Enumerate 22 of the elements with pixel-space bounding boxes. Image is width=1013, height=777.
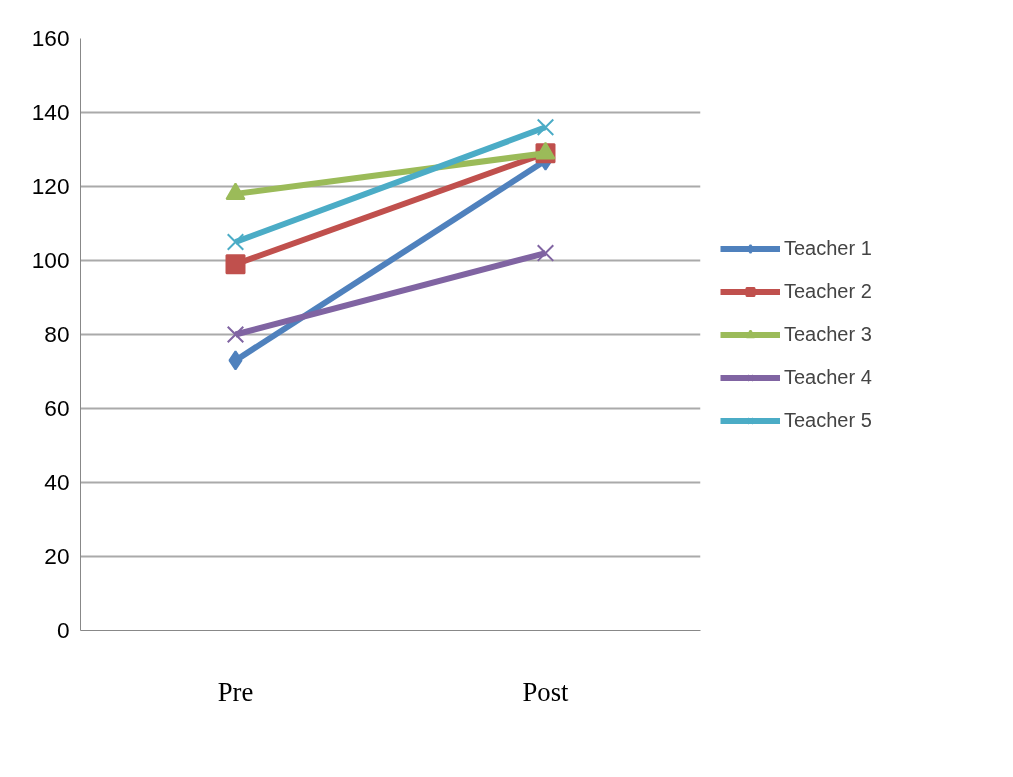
point [536, 244, 555, 262]
point [228, 350, 243, 371]
y-tick-label: 160 [31, 25, 70, 51]
point [226, 325, 245, 344]
x-tick-label: Pre [217, 676, 254, 707]
y-tick-label: 40 [44, 469, 70, 495]
legend-label: Teacher 5 [784, 408, 872, 432]
point [536, 118, 555, 137]
legend-label: Teacher 1 [784, 236, 872, 260]
x-tick-label: Post [522, 676, 570, 707]
y-tick-label: 80 [44, 321, 70, 347]
legend-label: Teacher 3 [784, 322, 872, 346]
y-tick-label: 120 [31, 173, 70, 199]
y-tick-label: 100 [31, 247, 70, 273]
legend-label: Teacher 2 [784, 279, 872, 303]
point [225, 254, 246, 275]
y-tick-label: 20 [44, 543, 70, 569]
y-tick-label: 0 [56, 617, 70, 643]
point [226, 233, 245, 251]
y-tick-label: 60 [44, 395, 70, 421]
y-tick-label: 140 [31, 99, 70, 125]
legend-label: Teacher 4 [784, 365, 872, 389]
